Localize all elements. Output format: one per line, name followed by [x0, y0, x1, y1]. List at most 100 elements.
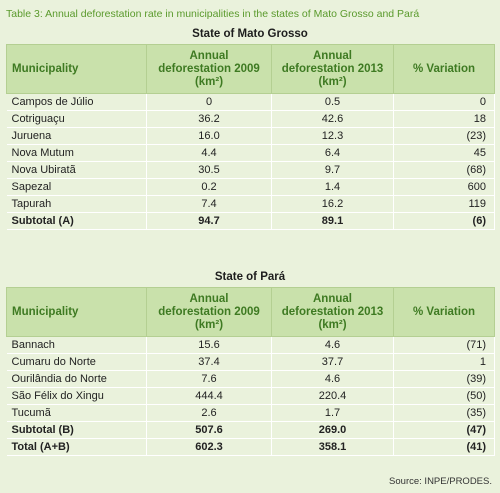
cell-municipality: Campos de Júlio: [6, 93, 147, 111]
header-deforestation-2013: Annual deforestation 2013 (km²): [271, 44, 394, 94]
cell-2013: 358.1: [271, 438, 394, 456]
header-variation: % Variation: [393, 287, 495, 337]
cell-2009: 2.6: [146, 404, 272, 422]
subtotal-row: Subtotal (A) 94.7 89.1 (6): [6, 212, 495, 230]
table-header-row: Municipality Annual deforestation 2009 (…: [6, 44, 495, 94]
source-note: Source: INPE/PRODES.: [389, 476, 492, 487]
cell-municipality: Cumaru do Norte: [6, 353, 147, 371]
cell-variation: (71): [393, 336, 495, 354]
mato-grosso-table: Municipality Annual deforestation 2009 (…: [6, 44, 495, 230]
cell-variation: (6): [393, 212, 495, 230]
header-2013-line1: Annual: [313, 292, 352, 305]
cell-variation: 18: [393, 110, 495, 128]
header-deforestation-2013: Annual deforestation 2013 (km²): [271, 287, 394, 337]
cell-municipality: Sapezal: [6, 178, 147, 196]
cell-2009: 507.6: [146, 421, 272, 439]
cell-variation: (39): [393, 370, 495, 388]
subtotal-row: Subtotal (B) 507.6 269.0 (47): [6, 421, 495, 439]
table-row: São Félix do Xingu 444.4 220.4 (50): [6, 387, 495, 405]
cell-2009: 7.6: [146, 370, 272, 388]
cell-2009: 7.4: [146, 195, 272, 213]
cell-2013: 1.4: [271, 178, 394, 196]
cell-2013: 37.7: [271, 353, 394, 371]
cell-variation: (41): [393, 438, 495, 456]
cell-2009: 444.4: [146, 387, 272, 405]
header-deforestation-2009: Annual deforestation 2009 (km²): [146, 287, 272, 337]
header-2013-line1: Annual: [313, 49, 352, 62]
header-2009-line2: deforestation 2009: [158, 62, 260, 75]
cell-2013: 1.7: [271, 404, 394, 422]
header-2013-line2: deforestation 2013: [281, 305, 384, 318]
cell-municipality: Total (A+B): [6, 438, 147, 456]
cell-municipality: Nova Mutum: [6, 144, 147, 162]
header-2009-line3: (km²): [194, 318, 224, 331]
cell-municipality: Tapurah: [6, 195, 147, 213]
table-row: Tucumã 2.6 1.7 (35): [6, 404, 495, 422]
cell-municipality: Nova Ubiratã: [6, 161, 147, 179]
table-header-row: Municipality Annual deforestation 2009 (…: [6, 287, 495, 337]
header-variation: % Variation: [393, 44, 495, 94]
cell-municipality: Tucumã: [6, 404, 147, 422]
table-row: Nova Ubiratã 30.5 9.7 (68): [6, 161, 495, 179]
cell-2009: 37.4: [146, 353, 272, 371]
cell-variation: (47): [393, 421, 495, 439]
header-2009-line3: (km²): [194, 75, 224, 88]
header-2009-line1: Annual: [189, 292, 229, 305]
cell-2013: 220.4: [271, 387, 394, 405]
header-2013-line3: (km²): [318, 318, 347, 331]
header-2013-line3: (km²): [318, 75, 347, 88]
cell-2013: 4.6: [271, 336, 394, 354]
table-row: Cotriguaçu 36.2 42.6 18: [6, 110, 495, 128]
table-row: Tapurah 7.4 16.2 119: [6, 195, 495, 213]
para-table: Municipality Annual deforestation 2009 (…: [6, 287, 495, 456]
table-row: Bannach 15.6 4.6 (71): [6, 336, 495, 354]
cell-2009: 0: [146, 93, 272, 111]
header-2009-line1: Annual: [189, 49, 229, 62]
cell-2009: 0.2: [146, 178, 272, 196]
cell-2009: 30.5: [146, 161, 272, 179]
cell-2013: 0.5: [271, 93, 394, 111]
cell-municipality: Subtotal (A): [6, 212, 147, 230]
cell-2013: 12.3: [271, 127, 394, 145]
cell-municipality: Cotriguaçu: [6, 110, 147, 128]
table-row: Cumaru do Norte 37.4 37.7 1: [6, 353, 495, 371]
table-row: Campos de Júlio 0 0.5 0: [6, 93, 495, 111]
cell-2013: 9.7: [271, 161, 394, 179]
cell-municipality: Subtotal (B): [6, 421, 147, 439]
cell-variation: 119: [393, 195, 495, 213]
cell-2009: 36.2: [146, 110, 272, 128]
cell-variation: 45: [393, 144, 495, 162]
cell-2009: 4.4: [146, 144, 272, 162]
table-row: Sapezal 0.2 1.4 600: [6, 178, 495, 196]
table-row: Nova Mutum 4.4 6.4 45: [6, 144, 495, 162]
table-row: Juruena 16.0 12.3 (23): [6, 127, 495, 145]
cell-2013: 89.1: [271, 212, 394, 230]
cell-municipality: São Félix do Xingu: [6, 387, 147, 405]
cell-municipality: Ourilândia do Norte: [6, 370, 147, 388]
table-caption: Table 3: Annual deforestation rate in mu…: [6, 8, 420, 20]
header-deforestation-2009: Annual deforestation 2009 (km²): [146, 44, 272, 94]
cell-2009: 94.7: [146, 212, 272, 230]
cell-variation: 1: [393, 353, 495, 371]
cell-2013: 269.0: [271, 421, 394, 439]
mato-grosso-title: State of Mato Grosso: [192, 28, 308, 40]
para-title: State of Pará: [214, 271, 286, 283]
header-2009-line2: deforestation 2009: [158, 305, 260, 318]
cell-2013: 16.2: [271, 195, 394, 213]
cell-variation: (50): [393, 387, 495, 405]
header-2013-line2: deforestation 2013: [281, 62, 384, 75]
cell-2013: 4.6: [271, 370, 394, 388]
header-municipality: Municipality: [6, 287, 147, 337]
cell-2009: 15.6: [146, 336, 272, 354]
cell-variation: 600: [393, 178, 495, 196]
cell-2009: 16.0: [146, 127, 272, 145]
cell-2009: 602.3: [146, 438, 272, 456]
total-row: Total (A+B) 602.3 358.1 (41): [6, 438, 495, 456]
cell-municipality: Juruena: [6, 127, 147, 145]
cell-2013: 42.6: [271, 110, 394, 128]
cell-municipality: Bannach: [6, 336, 147, 354]
cell-variation: (23): [393, 127, 495, 145]
cell-variation: (35): [393, 404, 495, 422]
table-row: Ourilândia do Norte 7.6 4.6 (39): [6, 370, 495, 388]
